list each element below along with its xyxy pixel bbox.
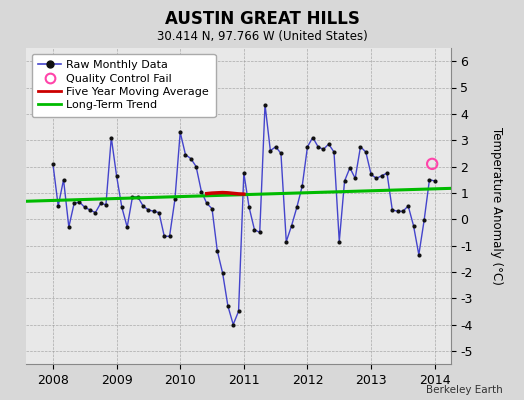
Point xyxy=(86,207,94,213)
Point xyxy=(356,144,365,150)
Point xyxy=(250,226,259,233)
Point xyxy=(245,204,253,210)
Point xyxy=(367,171,375,178)
Point xyxy=(123,224,132,230)
Point xyxy=(292,204,301,210)
Point xyxy=(128,194,137,200)
Point xyxy=(166,233,174,240)
Point xyxy=(271,144,280,150)
Point xyxy=(213,248,222,254)
Point xyxy=(420,217,428,224)
Point xyxy=(155,209,163,216)
Point xyxy=(298,183,307,190)
Point xyxy=(219,270,227,276)
Point xyxy=(181,152,190,158)
Point xyxy=(187,156,195,162)
Point xyxy=(277,150,285,156)
Point xyxy=(107,134,115,141)
Point xyxy=(330,149,338,155)
Point xyxy=(394,208,402,214)
Point xyxy=(239,170,248,176)
Point xyxy=(414,252,423,258)
Point xyxy=(192,163,200,170)
Point xyxy=(54,203,62,209)
Point xyxy=(431,178,439,184)
Point xyxy=(224,303,232,309)
Point xyxy=(335,238,343,245)
Point xyxy=(287,222,296,229)
Point xyxy=(197,188,205,195)
Point xyxy=(261,102,269,108)
Text: 30.414 N, 97.766 W (United States): 30.414 N, 97.766 W (United States) xyxy=(157,30,367,43)
Point xyxy=(399,208,407,214)
Y-axis label: Temperature Anomaly (°C): Temperature Anomaly (°C) xyxy=(489,127,503,285)
Point xyxy=(256,229,264,236)
Point xyxy=(351,175,359,182)
Point xyxy=(234,308,243,314)
Point xyxy=(383,170,391,176)
Point xyxy=(266,148,275,154)
Point xyxy=(319,146,328,152)
Text: AUSTIN GREAT HILLS: AUSTIN GREAT HILLS xyxy=(165,10,359,28)
Point xyxy=(112,172,121,179)
Point xyxy=(377,172,386,179)
Point xyxy=(409,222,418,229)
Point xyxy=(118,204,126,210)
Point xyxy=(64,224,73,230)
Point xyxy=(428,161,436,167)
Point xyxy=(229,321,237,328)
Point xyxy=(70,200,78,206)
Point xyxy=(149,208,158,214)
Point xyxy=(91,209,100,216)
Point xyxy=(203,200,211,206)
Point xyxy=(75,199,84,205)
Point xyxy=(81,204,89,210)
Point xyxy=(282,238,290,245)
Point xyxy=(324,141,333,147)
Point xyxy=(160,233,169,240)
Text: Berkeley Earth: Berkeley Earth xyxy=(427,385,503,395)
Point xyxy=(425,176,434,183)
Point xyxy=(208,206,216,212)
Point xyxy=(102,202,110,208)
Point xyxy=(309,134,317,141)
Point xyxy=(96,200,105,206)
Point xyxy=(346,165,354,171)
Point xyxy=(303,144,312,150)
Point xyxy=(404,203,412,209)
Point xyxy=(388,207,397,213)
Point xyxy=(314,144,322,150)
Point xyxy=(362,149,370,155)
Legend: Raw Monthly Data, Quality Control Fail, Five Year Moving Average, Long-Term Tren: Raw Monthly Data, Quality Control Fail, … xyxy=(32,54,215,117)
Point xyxy=(49,161,57,167)
Point xyxy=(176,129,184,136)
Point xyxy=(341,178,349,184)
Point xyxy=(134,194,142,200)
Point xyxy=(372,175,380,182)
Point xyxy=(144,207,152,213)
Point xyxy=(139,203,147,209)
Point xyxy=(171,196,179,203)
Point xyxy=(59,176,68,183)
